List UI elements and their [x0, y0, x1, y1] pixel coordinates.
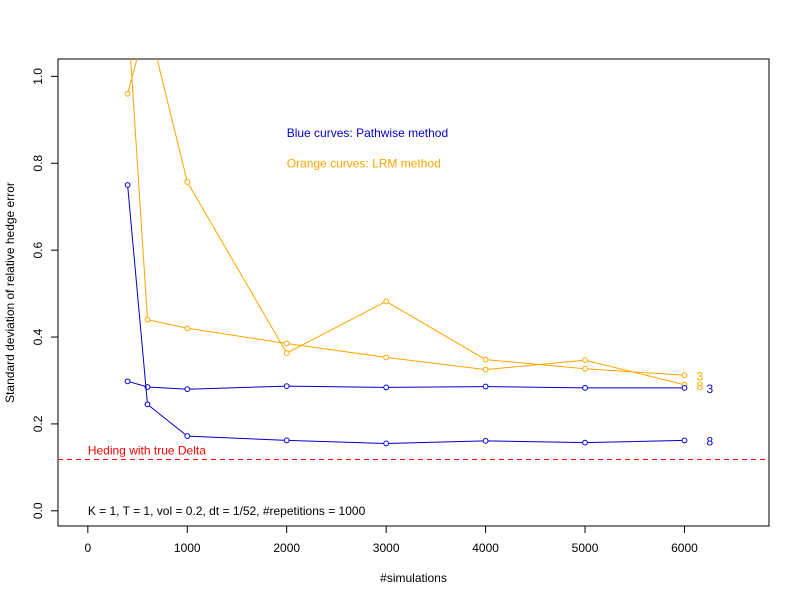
x-tick-label: 6000 — [671, 541, 698, 555]
y-axis-title: Standard deviation of relative hedge err… — [3, 182, 17, 403]
x-tick-label: 4000 — [472, 541, 499, 555]
data-point — [283, 383, 290, 390]
data-point — [144, 316, 151, 323]
x-tick-label: 0 — [84, 541, 91, 555]
series-labels: 38 38 — [696, 369, 713, 448]
annotation-text: Blue curves: Pathwise method — [287, 126, 448, 140]
data-point — [482, 366, 489, 373]
series-end-label: 8 — [696, 379, 703, 393]
x-axis-title: #simulations — [380, 571, 447, 585]
data-point — [482, 383, 489, 390]
data-point — [145, 18, 150, 23]
x-tick-label: 1000 — [174, 541, 201, 555]
data-point — [184, 386, 191, 393]
data-point — [184, 433, 191, 439]
y-tick-label: 1.0 — [31, 68, 45, 85]
annotation-text: Orange curves: LRM method — [287, 156, 441, 170]
y-tick-label: 0.8 — [31, 155, 45, 172]
data-point — [383, 384, 390, 391]
data-point — [125, 9, 130, 14]
data-point — [283, 340, 290, 347]
data-point — [582, 365, 588, 372]
series-line — [127, 59, 685, 376]
data-point — [124, 378, 131, 385]
x-axis: 0 1000 2000 3000 4000 5000 6000 — [84, 525, 698, 555]
data-point — [383, 298, 390, 305]
data-point — [482, 437, 489, 444]
x-tick-label: 5000 — [572, 541, 599, 555]
data-point — [582, 384, 588, 391]
annotation-text: K = 1, T = 1, vol = 0.2, dt = 1/52, #rep… — [88, 504, 366, 518]
data-point — [383, 440, 390, 447]
series-layer — [124, 9, 688, 447]
data-point — [482, 356, 489, 363]
series-line — [130, 59, 685, 386]
y-tick-label: 0.6 — [31, 241, 45, 258]
data-point — [681, 384, 688, 391]
annotations: Heding with true Delta Blue curves: Pathw… — [88, 126, 448, 518]
series-end-label: 8 — [706, 434, 713, 448]
series-end-label: 3 — [706, 382, 713, 396]
data-point — [283, 437, 290, 444]
data-point — [184, 179, 191, 185]
data-point — [144, 401, 151, 408]
x-tick-label: 2000 — [273, 541, 300, 555]
data-point — [184, 325, 191, 332]
series-end-label: 3 — [696, 369, 703, 383]
y-axis: 0.0 0.2 0.4 0.6 0.8 1.0 — [31, 68, 59, 519]
data-point — [582, 357, 588, 363]
series-line — [127, 184, 685, 445]
y-tick-label: 0.2 — [31, 415, 45, 432]
data-point — [383, 354, 390, 361]
data-point — [681, 372, 688, 379]
data-point — [124, 182, 131, 188]
x-tick-label: 3000 — [373, 541, 400, 555]
data-point — [681, 437, 688, 444]
series-line — [127, 380, 685, 390]
y-tick-label: 0.4 — [31, 328, 45, 345]
data-point — [283, 350, 290, 357]
data-point — [124, 90, 131, 97]
reference-line-label: Heding with true Delta — [88, 444, 206, 458]
y-tick-label: 0.0 — [31, 502, 45, 519]
data-point — [582, 439, 588, 446]
